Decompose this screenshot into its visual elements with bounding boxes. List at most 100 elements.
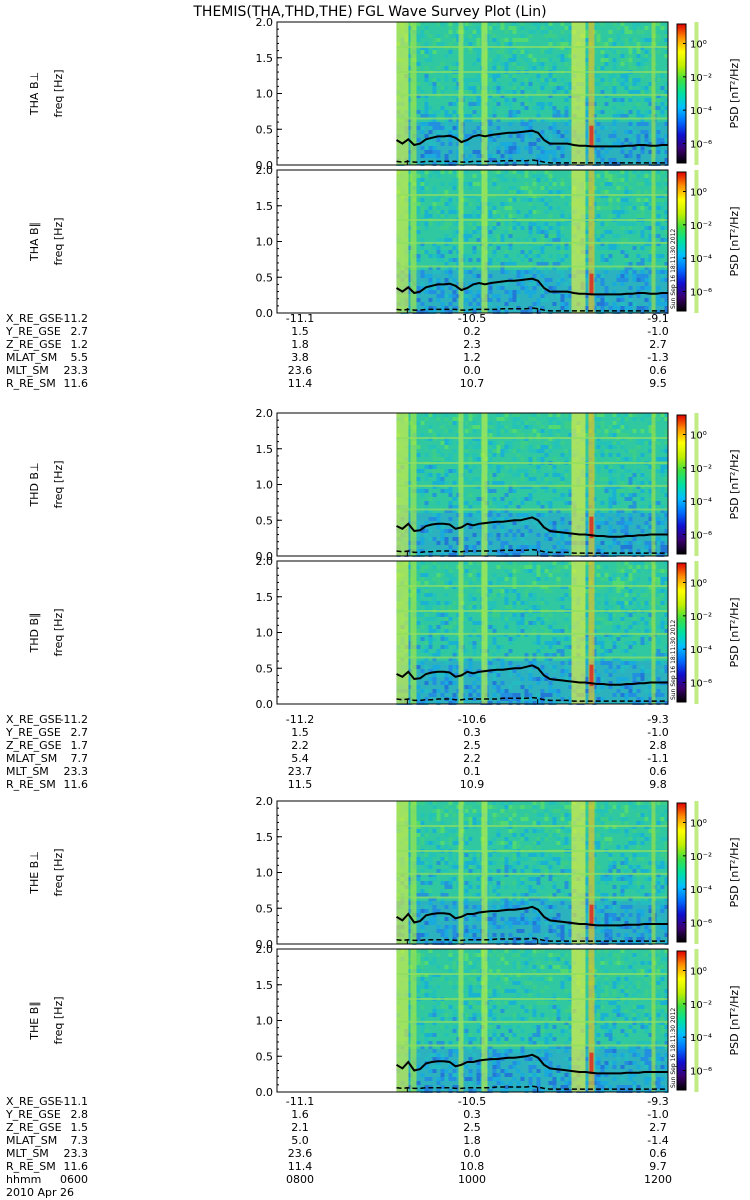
ephemeris-value: 23.6 [288,364,313,377]
ephemeris-row-label: MLAT_SM [6,351,57,364]
colorbar [676,562,687,703]
ephemeris-value: 0.6 [649,765,667,778]
colorbar-tick-label: 10⁻² [690,852,712,863]
panel-ysublabel: freq [Hz] [52,608,65,656]
colorbar-tick-label: 10⁻⁶ [690,140,712,151]
ephemeris-value: 1.5 [291,325,309,338]
colorbar [676,414,687,555]
burst-peak [589,904,594,927]
burst-band [396,22,409,165]
y-tick-label: 1.0 [256,88,274,101]
burst-band [571,413,586,556]
ephemeris-value: 9.7 [649,1160,667,1173]
colorbar-tick-label: 10⁻⁴ [690,1033,712,1044]
burst-band [694,949,699,1092]
colorbar-tick-label: 10⁰ [690,966,707,977]
ephemeris-value: 23.3 [64,1147,89,1160]
gyrofrequency-line [396,516,668,538]
y-tick-label: 1.0 [256,479,274,492]
y-tick-label: 0.0 [256,307,274,320]
ephemeris-value: -11.1 [286,312,314,325]
burst-band [410,949,417,1092]
timestamp-stamp: Sun Sep 16 18:11:30 2012 [670,229,677,309]
burst-band [481,801,488,944]
ephemeris-value: 0.2 [463,325,481,338]
ephemeris-value: 0.6 [649,1147,667,1160]
burst-band [694,22,699,165]
ephemeris-value: 7.3 [71,1134,89,1147]
ephemeris-value: 0600 [60,1173,88,1186]
gyrofrequency-line [395,1053,668,1075]
ephemeris-value: -11.2 [60,312,88,325]
spectrogram-panel: 2.0 1.5 1.0 0.5 0.0 THA B∥ freq [Hz] 10⁰ 10⁻² 10⁻… [28,164,741,320]
spectrogram-panel: 2.0 1.5 1.0 0.5 0.0 THE B∥ freq [Hz] 10⁰ 10⁻² 10⁻… [28,943,741,1099]
y-tick-label: 0.0 [256,550,274,563]
ephemeris-table: X_RE_GSE-11.2 -11.1 -10.5 -9.1Y_RE_GSE 2.7 1.… [5,312,669,390]
y-tick-label: 0.5 [256,514,274,527]
ephemeris-value: -11.1 [60,1095,88,1108]
burst-band [651,22,656,165]
ephemeris-value: 2.5 [463,1121,481,1134]
y-tick-label: 1.0 [256,627,274,640]
colorbar-label: PSD [nT²/Hz] [728,449,741,519]
date-label: 2010 Apr 26 [6,1186,74,1199]
y-tick-label: 1.5 [256,591,274,604]
ephemeris-value: 11.6 [64,1160,89,1173]
ephemeris-value: 3.8 [291,351,309,364]
colorbar-tick-label: 10⁻⁶ [690,288,712,299]
ephemeris-row-label: hhmm [6,1173,41,1186]
ephemeris-row-label: Z_RE_GSE [6,1121,62,1134]
ephemeris-value: -9.3 [647,1095,668,1108]
ephemeris-value: -10.5 [458,312,486,325]
burst-band [571,22,586,165]
ephemeris-value: 2.5 [463,739,481,752]
panel-ylabel: THA B∥ [28,222,41,262]
lower-frequency-line [396,937,668,942]
ephemeris-row-label: R_RE_SM [6,1160,56,1173]
y-tick-label: 2.0 [256,795,274,808]
burst-band [651,801,656,944]
burst-band [694,801,699,944]
ephemeris-value: 11.4 [288,1160,313,1173]
ephemeris-value: 1.2 [71,338,89,351]
burst-band [588,949,595,1092]
ephemeris-value: -1.0 [647,1108,668,1121]
y-tick-label: 2.0 [256,943,274,956]
burst-band [458,949,464,1092]
ephemeris-row-label: MLAT_SM [6,1134,57,1147]
panel-ylabel: THE B∥ [28,1001,41,1040]
ephemeris-row-label: X_RE_GSE [6,713,62,726]
burst-peak [589,1052,594,1075]
y-tick-label: 1.5 [256,52,274,65]
panel-ylabel: THD B∥ [28,612,41,653]
ephemeris-value: 5.4 [291,752,309,765]
y-tick-label: 0.5 [256,271,274,284]
colorbar [676,950,687,1091]
ephemeris-value: -9.3 [647,713,668,726]
colorbar-tick-label: 10⁻⁴ [690,497,712,508]
colorbar-tick-label: 10⁻² [690,221,712,232]
ephemeris-value: -11.1 [286,1095,314,1108]
ephemeris-value: 0.3 [463,1108,481,1121]
y-tick-label: 0.0 [256,1086,274,1099]
colorbar-tick-label: 10⁻² [690,612,712,623]
panel-ylabel: THD B⊥ [28,462,41,507]
ephemeris-value: 1.2 [463,351,481,364]
panel-ysublabel: freq [Hz] [52,69,65,117]
burst-band [651,413,656,556]
spectrogram-panel: 2.0 1.5 1.0 0.5 0.0 THE B⊥ freq [Hz] 10⁰ 10⁻² 10⁻… [28,795,741,951]
ephemeris-row-label: Y_RE_GSE [5,726,61,739]
ephemeris-value: 7.7 [71,752,89,765]
timestamp-stamp: Sun Sep 16 18:11:30 2012 [670,620,677,700]
ephemeris-value: 2.3 [463,338,481,351]
ephemeris-value: 0.3 [463,726,481,739]
y-tick-label: 2.0 [256,407,274,420]
ephemeris-value: 9.5 [649,377,667,390]
colorbar-tick-label: 10⁻⁴ [690,885,712,896]
burst-band [396,561,409,704]
burst-band [694,561,699,704]
lower-frequency-line [396,159,668,164]
ephemeris-value: 11.5 [288,778,313,791]
burst-band [396,949,409,1092]
